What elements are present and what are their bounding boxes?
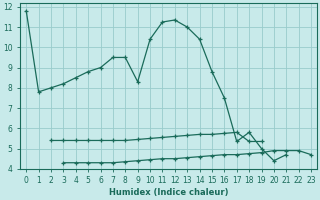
X-axis label: Humidex (Indice chaleur): Humidex (Indice chaleur): [109, 188, 228, 197]
